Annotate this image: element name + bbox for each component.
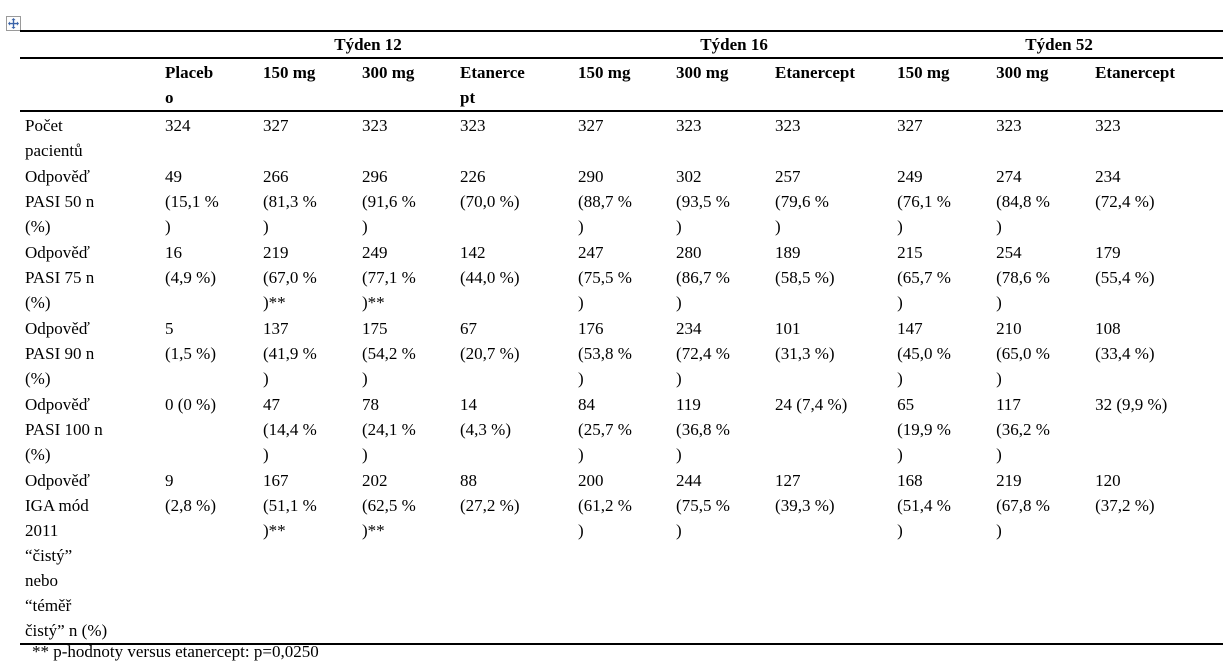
column-header-300mg-w16: 300 mg — [671, 58, 771, 112]
table-cell: 137 (41,9 % ) — [263, 319, 317, 388]
column-header-etanercept-w16: Etanercept — [770, 58, 893, 112]
table-cell: 24 (7,4 %) — [775, 395, 848, 414]
table-cell: 88 (27,2 %) — [455, 467, 574, 645]
table-cell: 210 (65,0 % ) — [996, 319, 1050, 388]
row-label: Odpověď PASI 50 n (%) — [25, 167, 95, 236]
table-cell: 119 (36,8 % ) — [676, 395, 730, 464]
table-cell: 244 (75,5 % ) — [671, 467, 771, 645]
table-cell: 247 (75,5 % ) — [578, 243, 632, 312]
table-footnote: ** p-hodnoty versus etanercept: p=0,0250 — [32, 642, 319, 661]
table-cell: 327 — [263, 116, 289, 135]
table-cell: 9 (2,8 %) — [160, 467, 258, 645]
column-header-300mg-w52: 300 mg — [991, 58, 1091, 112]
table-cell: 47 (14,4 % ) — [263, 395, 317, 464]
table-cell: 234 (72,4 %) — [1095, 167, 1155, 211]
table-row: Odpověď PASI 75 n (%) 16 (4,9 %) 219 (67,0… — [20, 239, 1223, 315]
table-cell: 142 (44,0 %) — [460, 243, 520, 287]
table-move-handle-icon[interactable] — [6, 16, 21, 31]
column-header — [20, 58, 160, 112]
table-cell: 120 (37,2 %) — [1090, 467, 1223, 645]
group-header-week52: Týden 52 — [892, 31, 1223, 59]
table-cell: 219 (67,8 % ) — [991, 467, 1091, 645]
table-cell: 219 (67,0 % )** — [263, 243, 317, 312]
results-table: Týden 12 Týden 16 Týden 52 Placeb o 150 … — [20, 30, 1223, 645]
table-cell: 215 (65,7 % ) — [897, 243, 951, 312]
row-label: Počet pacientů — [25, 116, 83, 160]
table-cell: 167 (51,1 % )** — [258, 467, 357, 645]
table-row: Odpověď PASI 100 n (%) 0 (0 %) 47 (14,4 % … — [20, 391, 1223, 467]
table-cell: 78 (24,1 % ) — [362, 395, 416, 464]
table-cell: 257 (79,6 % ) — [775, 167, 829, 236]
column-header-150mg-w52: 150 mg — [892, 58, 992, 112]
table-cell: 49 (15,1 % ) — [165, 167, 219, 236]
table-body: Počet pacientů 324 327 323 323 327 323 323 327 32… — [20, 111, 1223, 645]
table-cell: 168 (51,4 % ) — [892, 467, 992, 645]
table-cell: 117 (36,2 % ) — [996, 395, 1050, 464]
table-cell: 147 (45,0 % ) — [897, 319, 951, 388]
group-header-week16: Týden 16 — [573, 31, 893, 59]
table-cell: 327 — [897, 116, 923, 135]
week-group-header-row: Týden 12 Týden 16 Týden 52 — [20, 31, 1223, 59]
column-header-row: Placeb o 150 mg 300 mg Etanerce pt 150 m… — [20, 58, 1223, 112]
table-cell: 84 (25,7 % ) — [578, 395, 632, 464]
table-row: Odpověď PASI 90 n (%) 5 (1,5 %) 137 (41,9 … — [20, 315, 1223, 391]
table-cell: 14 (4,3 %) — [460, 395, 511, 439]
table-row: Odpověď IGA mód 2011 “čistý” nebo “téměř… — [20, 467, 1223, 645]
table-cell: 323 — [996, 116, 1022, 135]
table-cell: 280 (86,7 % ) — [676, 243, 730, 312]
table-cell: 108 (33,4 %) — [1095, 319, 1155, 363]
table-cell: 32 (9,9 %) — [1095, 395, 1168, 414]
table-cell: 327 — [578, 116, 604, 135]
table-cell: 175 (54,2 % ) — [362, 319, 416, 388]
table-cell: 179 (55,4 %) — [1095, 243, 1155, 287]
column-header-150mg-w12: 150 mg — [258, 58, 357, 112]
column-header-placebo: Placeb o — [160, 58, 258, 112]
table-cell: 274 (84,8 % ) — [996, 167, 1050, 236]
table-cell: 226 (70,0 %) — [460, 167, 520, 211]
table-cell: 323 — [775, 116, 801, 135]
table-cell: 189 (58,5 %) — [775, 243, 835, 287]
row-label: Odpověď IGA mód 2011 “čistý” nebo “téměř… — [20, 467, 160, 645]
table-cell: 249 (76,1 % ) — [897, 167, 951, 236]
column-header-etanercept-w52: Etanercept — [1090, 58, 1223, 112]
table-cell: 323 — [676, 116, 702, 135]
table-cell: 67 (20,7 %) — [460, 319, 520, 363]
table-cell: 176 (53,8 % ) — [578, 319, 632, 388]
table-cell: 202 (62,5 % )** — [357, 467, 455, 645]
table-cell: 249 (77,1 % )** — [362, 243, 416, 312]
table-cell: 0 (0 %) — [165, 395, 216, 414]
row-label: Odpověď PASI 75 n (%) — [25, 243, 95, 312]
table-cell: 323 — [1095, 116, 1121, 135]
group-header-empty — [20, 31, 160, 59]
table-cell: 254 (78,6 % ) — [996, 243, 1050, 312]
table-cell: 323 — [362, 116, 388, 135]
table-cell: 234 (72,4 % ) — [676, 319, 730, 388]
row-label: Odpověď PASI 90 n (%) — [25, 319, 95, 388]
table-cell: 266 (81,3 % ) — [263, 167, 317, 236]
column-header-150mg-w16: 150 mg — [573, 58, 672, 112]
table-cell: 5 (1,5 %) — [165, 319, 216, 363]
table-cell: 200 (61,2 % ) — [573, 467, 672, 645]
table-cell: 16 (4,9 %) — [165, 243, 216, 287]
table-cell: 127 (39,3 %) — [770, 467, 893, 645]
table-cell: 302 (93,5 % ) — [676, 167, 730, 236]
table-cell: 323 — [460, 116, 486, 135]
table-header: Týden 12 Týden 16 Týden 52 Placeb o 150 … — [20, 31, 1223, 112]
table-row: Počet pacientů 324 327 323 323 327 323 323 327 32… — [20, 111, 1223, 163]
row-label: Odpověď PASI 100 n (%) — [25, 395, 103, 464]
table-row: Odpověď PASI 50 n (%) 49 (15,1 % ) 266 (81… — [20, 163, 1223, 239]
move-arrows-icon — [8, 18, 19, 29]
column-header-300mg-w12: 300 mg — [357, 58, 455, 112]
table-cell: 324 — [165, 116, 191, 135]
table-cell: 296 (91,6 % ) — [362, 167, 416, 236]
table-cell: 101 (31,3 %) — [775, 319, 835, 363]
column-header-etanercept-w12: Etanerce pt — [455, 58, 574, 112]
table-cell: 65 (19,9 % ) — [897, 395, 951, 464]
group-header-week12: Týden 12 — [160, 31, 574, 59]
table-cell: 290 (88,7 % ) — [578, 167, 632, 236]
